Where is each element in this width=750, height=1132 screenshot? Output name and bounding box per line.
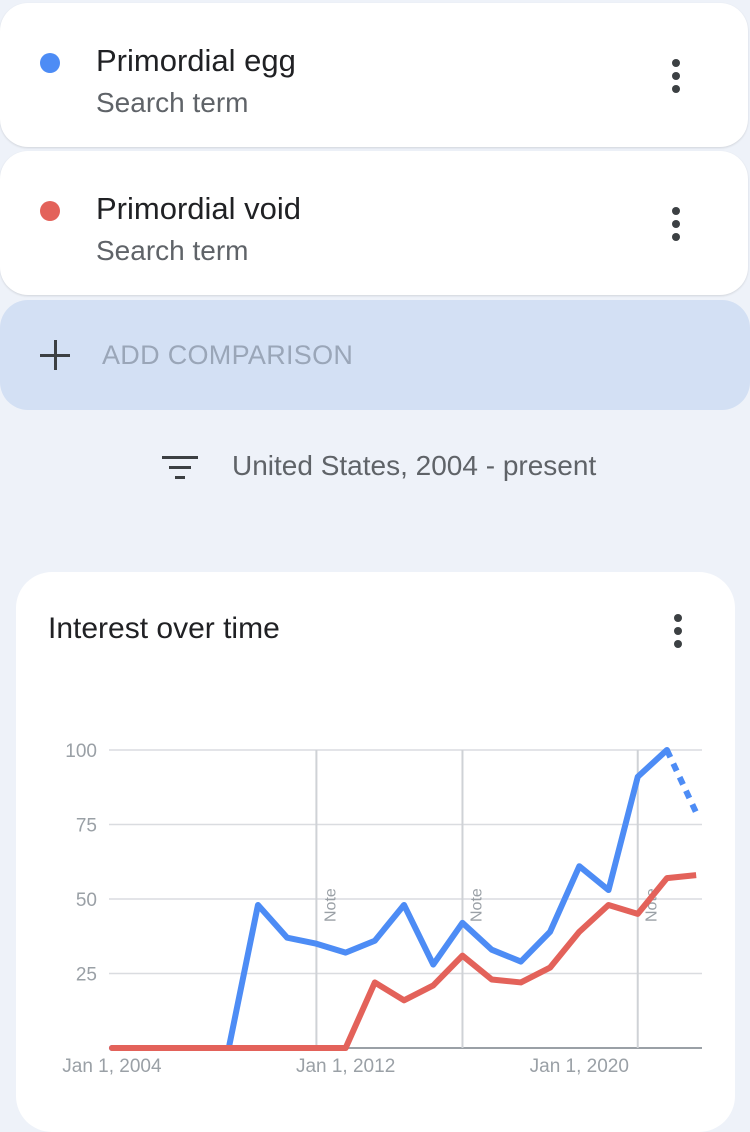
search-term-type: Search term xyxy=(96,235,249,267)
filter-label: United States, 2004 - present xyxy=(232,450,596,482)
note-label: Note xyxy=(468,888,485,922)
search-term-type: Search term xyxy=(96,87,249,119)
series-color-dot xyxy=(40,201,60,221)
more-options-icon[interactable] xyxy=(670,207,682,247)
y-tick-label: 50 xyxy=(76,890,97,911)
x-tick-label: Jan 1, 2012 xyxy=(296,1056,395,1077)
add-comparison-label: ADD COMPARISON xyxy=(102,340,353,371)
search-term-card-2[interactable]: Primordial void Search term xyxy=(0,151,748,295)
add-comparison-button[interactable]: ADD COMPARISON xyxy=(0,300,750,410)
x-tick-label: Jan 1, 2020 xyxy=(530,1056,629,1077)
plus-icon xyxy=(40,340,70,370)
y-tick-label: 25 xyxy=(76,965,97,986)
search-term-card-1[interactable]: Primordial egg Search term xyxy=(0,3,748,147)
series-line-2 xyxy=(112,878,667,1048)
x-tick-label: Jan 1, 2004 xyxy=(62,1056,162,1077)
filter-summary[interactable]: United States, 2004 - present xyxy=(0,432,750,502)
more-options-icon[interactable] xyxy=(670,59,682,99)
search-term-name: Primordial void xyxy=(96,191,301,227)
search-term-name: Primordial egg xyxy=(96,43,296,79)
y-tick-label: 100 xyxy=(65,741,97,762)
filter-icon xyxy=(162,454,198,482)
note-label: Note xyxy=(322,888,339,922)
y-tick-label: 75 xyxy=(76,816,97,837)
series-partial-segment-2 xyxy=(667,875,696,878)
series-partial-segment-1 xyxy=(667,750,696,813)
series-color-dot xyxy=(40,53,60,73)
